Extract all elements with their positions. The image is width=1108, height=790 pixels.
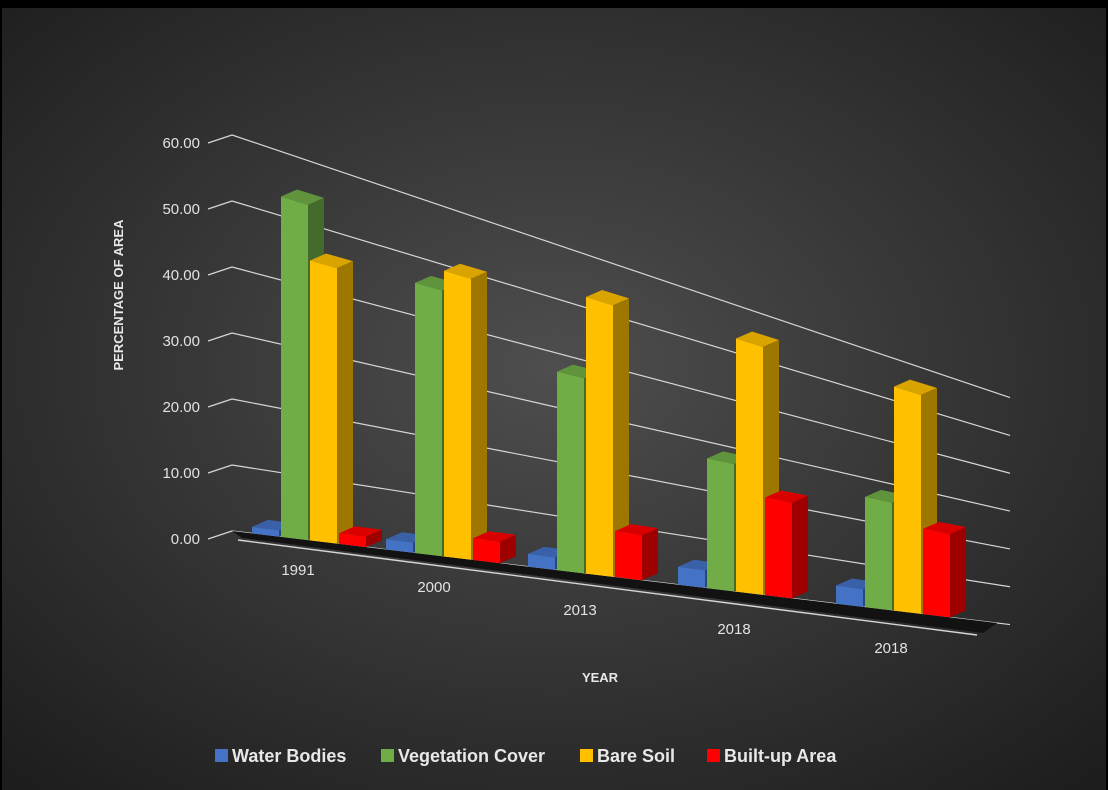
- gridline-tick: [207, 200, 233, 210]
- x-category-label: 2000: [417, 579, 450, 596]
- chart-floor: [232, 531, 997, 636]
- x-category-labels: 1991 2000 2013 2018 2018: [281, 562, 907, 657]
- legend-item: Built-up Area: [707, 746, 837, 766]
- legend-item: Bare Soil: [580, 746, 675, 766]
- bars: [252, 189, 966, 618]
- legend-swatch: [381, 749, 394, 762]
- bar: [473, 531, 516, 564]
- y-tick-label: 10.00: [162, 465, 200, 482]
- x-category-label: 2018: [874, 640, 907, 657]
- legend-label: Built-up Area: [724, 746, 837, 766]
- y-tick-label: 30.00: [162, 333, 200, 350]
- bar: [765, 490, 808, 599]
- bar: [310, 253, 353, 544]
- gridline-tick: [207, 530, 233, 540]
- y-tick-label: 0.00: [171, 531, 200, 548]
- legend-label: Water Bodies: [232, 746, 346, 766]
- y-tick-label: 20.00: [162, 399, 200, 416]
- gridline-tick: [207, 266, 233, 276]
- legend-swatch: [215, 749, 228, 762]
- floor-plane: [232, 531, 997, 633]
- gridline-tick: [207, 398, 233, 408]
- gridline-tick: [207, 464, 233, 474]
- x-axis-line: [237, 539, 978, 636]
- y-tick-label: 50.00: [162, 201, 200, 218]
- bar: [615, 524, 658, 581]
- legend-swatch: [580, 749, 593, 762]
- gridline-tick: [207, 134, 233, 144]
- x-axis-title: YEAR: [582, 670, 619, 685]
- y-tick-label: 40.00: [162, 267, 200, 284]
- legend-label: Vegetation Cover: [398, 746, 545, 766]
- y-tick-label: 60.00: [162, 135, 200, 152]
- x-category-label: 2018: [717, 621, 750, 638]
- chart-svg: 0.00 10.00 20.00 30.00 40.00 50.00 60.00 1991 2…: [2, 8, 1106, 790]
- y-tick-labels: 0.00 10.00 20.00 30.00 40.00 50.00 60.00: [162, 135, 200, 548]
- gridline-tick: [207, 332, 233, 342]
- y-axis-title: PERCENTAGE OF AREA: [111, 219, 126, 371]
- legend-swatch: [707, 749, 720, 762]
- gridline: [231, 134, 1011, 399]
- x-category-label: 2013: [563, 602, 596, 619]
- legend-item: Vegetation Cover: [381, 746, 545, 766]
- bar: [444, 263, 487, 560]
- legend-label: Bare Soil: [597, 746, 675, 766]
- bar: [586, 290, 629, 577]
- legend: Water Bodies Vegetation Cover Bare Soil Bui…: [215, 746, 837, 766]
- x-category-label: 1991: [281, 562, 314, 579]
- bar: [923, 521, 966, 618]
- legend-item: Water Bodies: [215, 746, 346, 766]
- bar: [339, 526, 382, 548]
